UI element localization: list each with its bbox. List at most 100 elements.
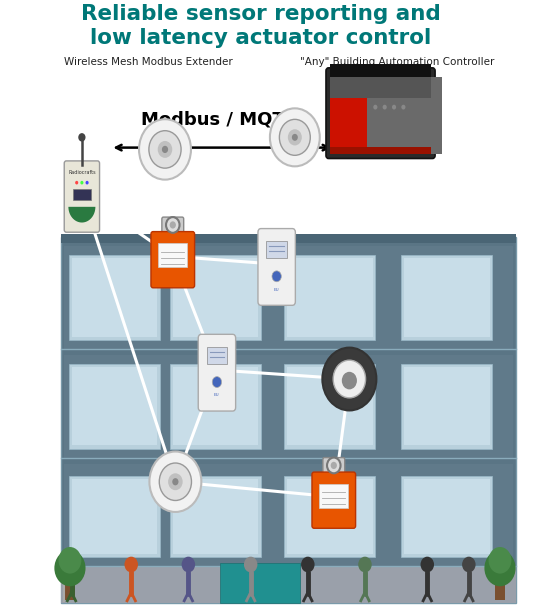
Circle shape — [272, 271, 281, 282]
Circle shape — [292, 134, 298, 141]
Circle shape — [485, 550, 516, 586]
Circle shape — [333, 360, 365, 398]
Circle shape — [160, 463, 191, 501]
Circle shape — [212, 376, 222, 387]
Text: Wireless Mesh Modbus Extender: Wireless Mesh Modbus Extender — [64, 57, 232, 67]
FancyBboxPatch shape — [64, 246, 513, 349]
FancyBboxPatch shape — [285, 364, 375, 449]
Text: Radiocrafts: Radiocrafts — [68, 170, 96, 175]
FancyBboxPatch shape — [319, 484, 348, 507]
FancyBboxPatch shape — [170, 364, 261, 449]
Circle shape — [288, 129, 302, 146]
FancyBboxPatch shape — [404, 367, 489, 446]
FancyBboxPatch shape — [285, 476, 375, 557]
FancyBboxPatch shape — [495, 575, 505, 600]
Circle shape — [162, 146, 168, 153]
Circle shape — [80, 181, 84, 185]
FancyBboxPatch shape — [402, 255, 492, 340]
FancyBboxPatch shape — [404, 258, 489, 337]
FancyBboxPatch shape — [330, 77, 431, 98]
Circle shape — [358, 557, 372, 572]
FancyBboxPatch shape — [402, 476, 492, 557]
Circle shape — [330, 462, 337, 469]
Circle shape — [166, 217, 179, 233]
Circle shape — [327, 458, 341, 473]
FancyBboxPatch shape — [162, 217, 184, 239]
FancyBboxPatch shape — [72, 479, 157, 554]
Circle shape — [270, 108, 320, 166]
FancyBboxPatch shape — [170, 255, 261, 340]
Circle shape — [125, 557, 138, 572]
FancyBboxPatch shape — [287, 367, 373, 446]
Circle shape — [75, 181, 78, 185]
Circle shape — [392, 105, 396, 109]
Circle shape — [65, 557, 78, 572]
FancyBboxPatch shape — [198, 334, 236, 411]
Circle shape — [172, 478, 178, 486]
FancyBboxPatch shape — [173, 367, 259, 446]
Circle shape — [342, 372, 357, 390]
Circle shape — [149, 131, 181, 168]
FancyBboxPatch shape — [323, 458, 345, 480]
FancyBboxPatch shape — [404, 479, 489, 554]
FancyBboxPatch shape — [287, 479, 373, 554]
Circle shape — [182, 557, 195, 572]
FancyBboxPatch shape — [330, 77, 367, 154]
Circle shape — [322, 348, 376, 410]
FancyBboxPatch shape — [61, 234, 516, 243]
Circle shape — [301, 557, 315, 572]
FancyBboxPatch shape — [206, 347, 227, 364]
Circle shape — [149, 452, 202, 512]
FancyBboxPatch shape — [61, 566, 516, 603]
FancyBboxPatch shape — [330, 64, 431, 77]
Circle shape — [420, 557, 434, 572]
Circle shape — [139, 119, 191, 180]
FancyBboxPatch shape — [64, 161, 100, 232]
Circle shape — [488, 547, 512, 574]
FancyBboxPatch shape — [65, 575, 75, 600]
Circle shape — [59, 547, 81, 574]
Circle shape — [158, 141, 172, 158]
FancyBboxPatch shape — [173, 479, 259, 554]
FancyBboxPatch shape — [69, 364, 160, 449]
Circle shape — [78, 133, 86, 141]
FancyBboxPatch shape — [266, 241, 287, 258]
FancyBboxPatch shape — [367, 77, 442, 154]
Text: Modbus / MQTT: Modbus / MQTT — [141, 110, 298, 128]
FancyBboxPatch shape — [64, 464, 513, 566]
FancyBboxPatch shape — [61, 237, 516, 603]
Text: Reliable sensor reporting and
low latency actuator control: Reliable sensor reporting and low latenc… — [81, 4, 441, 49]
FancyBboxPatch shape — [72, 367, 157, 446]
FancyBboxPatch shape — [170, 476, 261, 557]
Circle shape — [54, 550, 86, 586]
Circle shape — [462, 557, 475, 572]
Text: EU: EU — [214, 393, 220, 398]
Polygon shape — [68, 207, 95, 223]
FancyBboxPatch shape — [158, 243, 188, 267]
Text: "Any" Building Automation Controller: "Any" Building Automation Controller — [300, 57, 494, 67]
FancyBboxPatch shape — [72, 258, 157, 337]
FancyBboxPatch shape — [330, 147, 431, 154]
FancyBboxPatch shape — [64, 355, 513, 458]
Circle shape — [86, 181, 88, 185]
FancyBboxPatch shape — [326, 68, 435, 158]
FancyBboxPatch shape — [258, 229, 295, 305]
FancyBboxPatch shape — [151, 232, 195, 288]
Circle shape — [244, 557, 258, 572]
FancyBboxPatch shape — [287, 258, 373, 337]
Circle shape — [279, 120, 310, 155]
Circle shape — [383, 105, 387, 109]
Circle shape — [168, 473, 183, 490]
Circle shape — [170, 222, 176, 229]
FancyBboxPatch shape — [219, 563, 300, 603]
FancyBboxPatch shape — [173, 258, 259, 337]
FancyBboxPatch shape — [285, 255, 375, 340]
FancyBboxPatch shape — [73, 189, 91, 200]
FancyBboxPatch shape — [69, 476, 160, 557]
FancyBboxPatch shape — [402, 364, 492, 449]
Circle shape — [402, 105, 405, 109]
Text: EU: EU — [274, 288, 280, 291]
FancyBboxPatch shape — [312, 472, 356, 528]
FancyBboxPatch shape — [69, 255, 160, 340]
Circle shape — [374, 105, 377, 109]
